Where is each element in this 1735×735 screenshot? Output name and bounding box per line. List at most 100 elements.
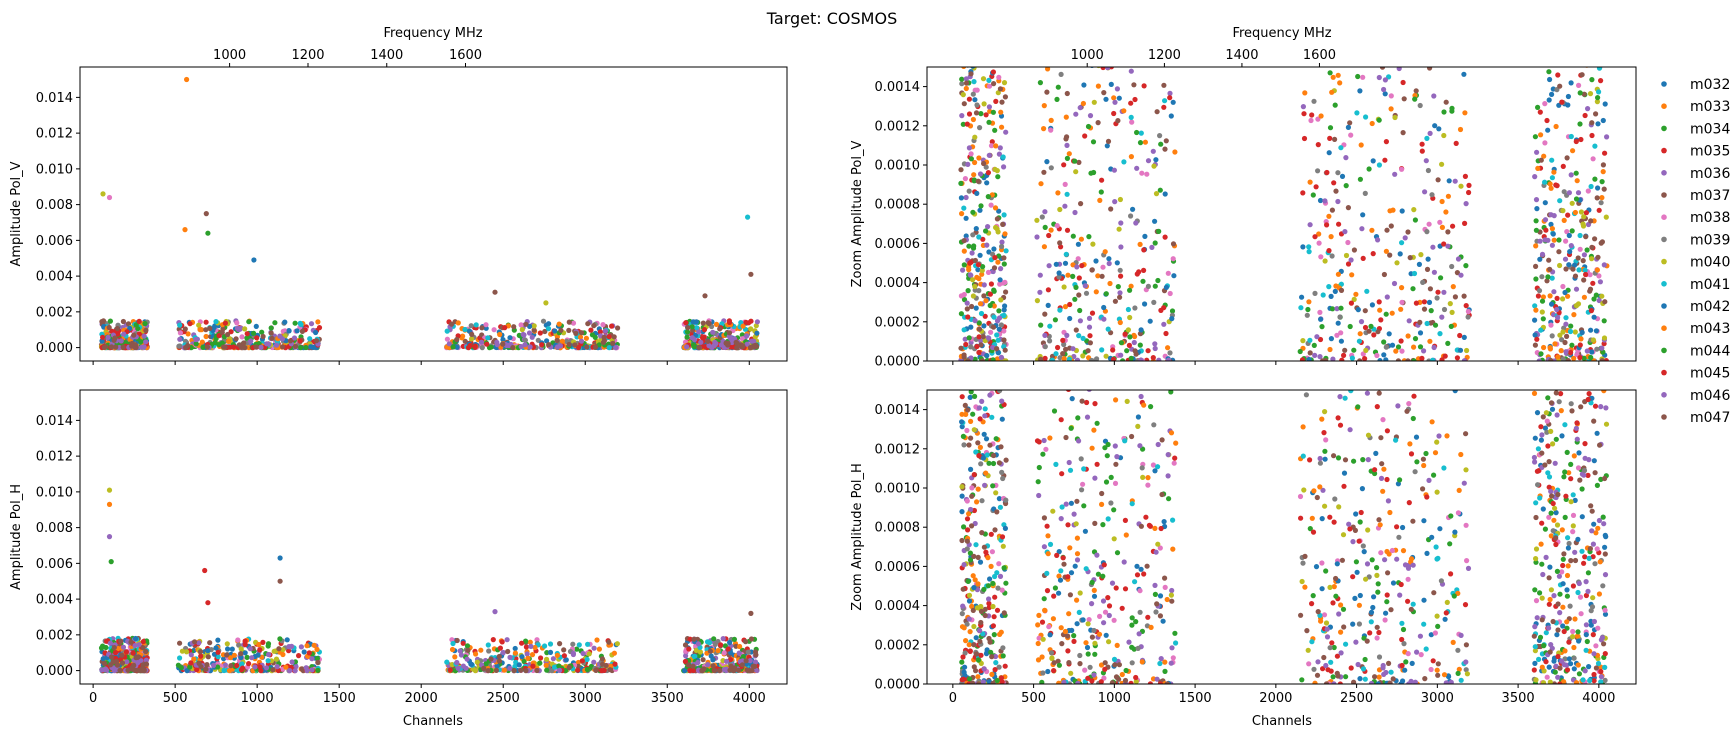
data-point: [196, 660, 202, 667]
data-point: [691, 337, 698, 343]
data-point: [1317, 455, 1323, 462]
data-point: [469, 331, 475, 337]
data-point: [522, 337, 529, 343]
data-point: [1052, 317, 1058, 323]
data-point: [976, 326, 983, 332]
data-point: [1564, 333, 1570, 339]
data-point: [1447, 301, 1453, 307]
data-point: [1583, 622, 1589, 628]
data-point: [1342, 347, 1348, 353]
data-point: [1548, 185, 1554, 191]
data-point: [450, 344, 456, 350]
data-point: [1071, 638, 1077, 645]
data-point: [981, 160, 987, 167]
data-point: [119, 660, 126, 666]
data-point: [1345, 205, 1351, 211]
data-point: [1076, 333, 1082, 339]
data-point: [972, 318, 978, 324]
data-point: [1045, 287, 1051, 293]
data-point: [972, 283, 978, 290]
data-point: [143, 648, 149, 655]
data-point: [1565, 358, 1571, 361]
data-point: [1588, 308, 1594, 314]
data-point: [1548, 357, 1554, 361]
data-point: [726, 330, 733, 336]
data-point: [1553, 509, 1559, 516]
data-point: [561, 647, 567, 653]
data-point: [1152, 582, 1158, 589]
data-point: [1111, 110, 1117, 117]
data-point: [986, 335, 992, 341]
x-tick-label: 4000: [733, 691, 766, 706]
data-point: [1350, 621, 1356, 627]
data-point: [974, 190, 980, 196]
data-point: [1037, 80, 1043, 86]
data-point: [1571, 312, 1577, 318]
data-point: [1603, 405, 1609, 411]
series-m047: [101, 636, 758, 674]
data-point: [993, 143, 999, 149]
data-point: [1323, 662, 1329, 669]
data-point: [296, 653, 302, 659]
data-point: [684, 334, 690, 340]
data-point: [524, 651, 530, 657]
data-point: [734, 345, 740, 351]
data-point: [1362, 324, 1369, 331]
data-point: [1073, 284, 1079, 290]
data-point: [194, 667, 200, 673]
data-point: [578, 338, 585, 344]
data-point: [227, 655, 234, 661]
data-point: [974, 87, 980, 93]
data-point: [975, 262, 982, 268]
data-point: [530, 663, 536, 669]
data-point: [992, 205, 999, 211]
data-point: [516, 332, 522, 338]
data-point: [1343, 183, 1349, 189]
data-point: [596, 646, 603, 652]
data-point: [693, 319, 700, 325]
data-point: [1439, 357, 1445, 361]
data-point: [1581, 91, 1587, 97]
data-point: [1349, 355, 1355, 361]
data-point: [973, 226, 979, 232]
data-point: [719, 321, 725, 327]
data-point: [1071, 633, 1077, 639]
data-point: [280, 647, 286, 653]
data-point: [1439, 161, 1445, 167]
data-point: [1382, 157, 1388, 163]
data-point: [1557, 83, 1563, 89]
data-point: [1583, 210, 1589, 216]
data-point: [1563, 315, 1569, 321]
data-point: [454, 637, 460, 644]
data-point: [1566, 232, 1572, 239]
data-point: [977, 125, 983, 131]
data-point: [284, 637, 290, 643]
data-point: [282, 319, 288, 325]
data-point: [1338, 330, 1344, 336]
data-point: [969, 303, 975, 310]
data-point: [1128, 355, 1134, 361]
data-point: [685, 325, 691, 331]
data-point: [976, 349, 982, 356]
data-point: [1100, 67, 1106, 71]
data-point: [1577, 246, 1583, 252]
data-point: [598, 668, 605, 674]
data-point: [253, 344, 259, 350]
data-point: [1372, 467, 1378, 473]
data-point: [964, 300, 970, 306]
data-point: [1596, 67, 1603, 71]
data-point: [586, 651, 592, 657]
data-point: [577, 334, 584, 340]
data-point: [1072, 209, 1078, 216]
data-point: [1376, 74, 1382, 81]
data-point: [970, 573, 976, 579]
data-point: [980, 236, 986, 242]
data-point: [1326, 284, 1332, 290]
data-point: [1162, 146, 1168, 152]
data-point: [970, 67, 976, 69]
data-point: [1000, 221, 1006, 227]
data-point: [182, 326, 188, 332]
data-point: [1552, 341, 1558, 347]
data-point: [1596, 89, 1602, 95]
data-point: [229, 646, 235, 652]
